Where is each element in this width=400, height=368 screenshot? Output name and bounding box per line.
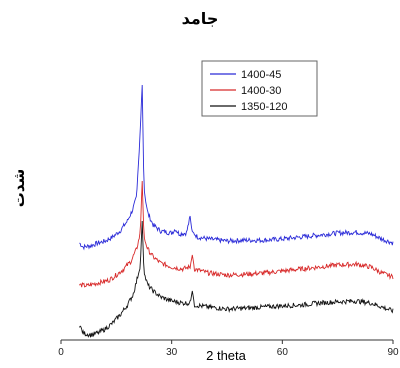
x-tick-label: 0 bbox=[58, 347, 64, 358]
x-axis-ticks: 0 30 60 90 bbox=[58, 340, 399, 358]
legend-label-2: 1350-120 bbox=[241, 101, 288, 113]
legend: 1400-45 1400-30 1350-120 bbox=[201, 60, 318, 117]
y-axis-label: شدت bbox=[10, 169, 28, 208]
x-tick-label: 90 bbox=[387, 347, 399, 358]
legend-box bbox=[201, 60, 318, 117]
series-line-2 bbox=[79, 220, 394, 338]
legend-label-1: 1400-30 bbox=[241, 85, 281, 97]
x-axis-label: 2 theta bbox=[206, 348, 247, 363]
series-group bbox=[79, 84, 394, 338]
series-line-0 bbox=[79, 84, 394, 251]
x-tick-label: 60 bbox=[277, 347, 289, 358]
chart-title: جامد bbox=[182, 9, 219, 28]
legend-label-0: 1400-45 bbox=[241, 69, 281, 81]
series-line-1 bbox=[79, 180, 394, 288]
x-tick-label: 30 bbox=[166, 347, 178, 358]
